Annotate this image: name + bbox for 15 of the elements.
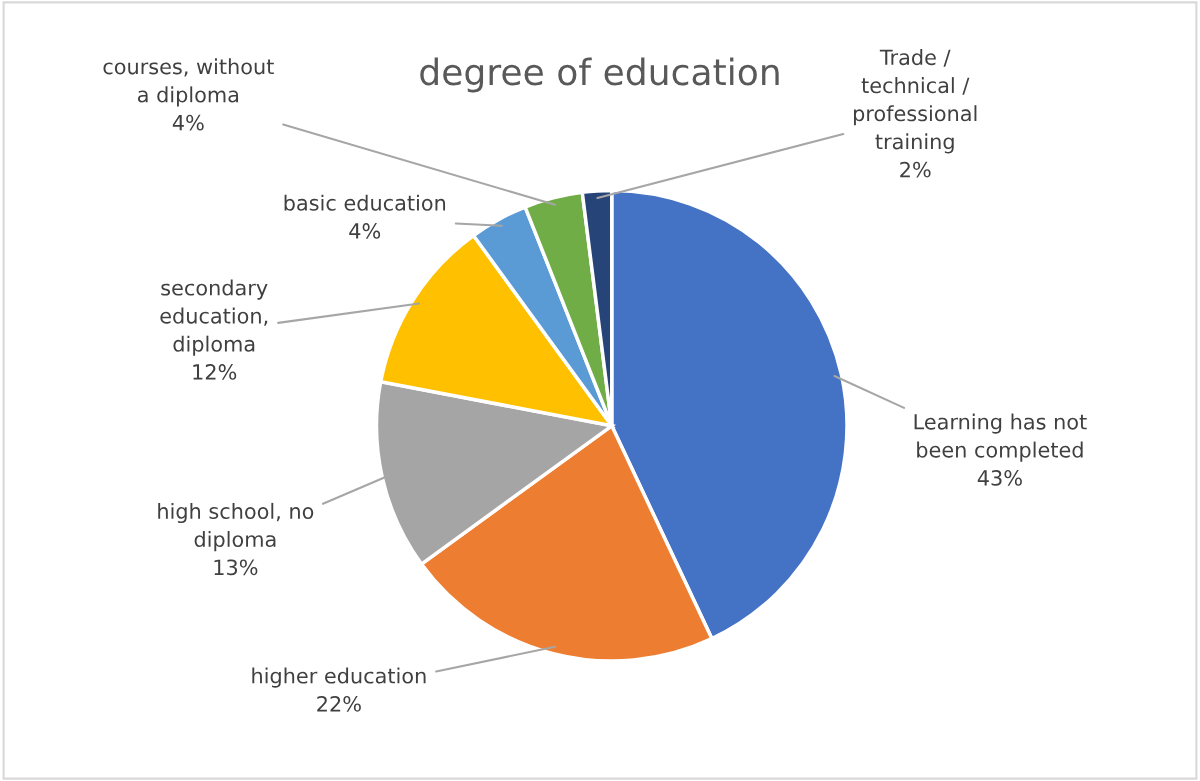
slice-label: high school, no diploma	[158, 502, 314, 552]
slice-label: courses, without a diploma	[103, 58, 274, 107]
data-label: 22%	[317, 695, 361, 712]
slice-label: secondary education, diploma	[160, 279, 268, 356]
slice-label: Trade / technical / professional training	[854, 49, 977, 154]
slice-label: higher education	[252, 667, 426, 688]
data-label: 4%	[172, 114, 204, 131]
slice-label: Learning has not been completed	[914, 413, 1087, 462]
slice-label: basic education	[284, 194, 446, 211]
data-label: 4%	[349, 223, 381, 239]
data-label: 43%	[977, 470, 1022, 486]
data-label: 13%	[214, 559, 258, 576]
data-label: 2%	[900, 161, 931, 178]
data-label: 12%	[193, 364, 237, 380]
chart-title: degree of education	[420, 57, 779, 93]
